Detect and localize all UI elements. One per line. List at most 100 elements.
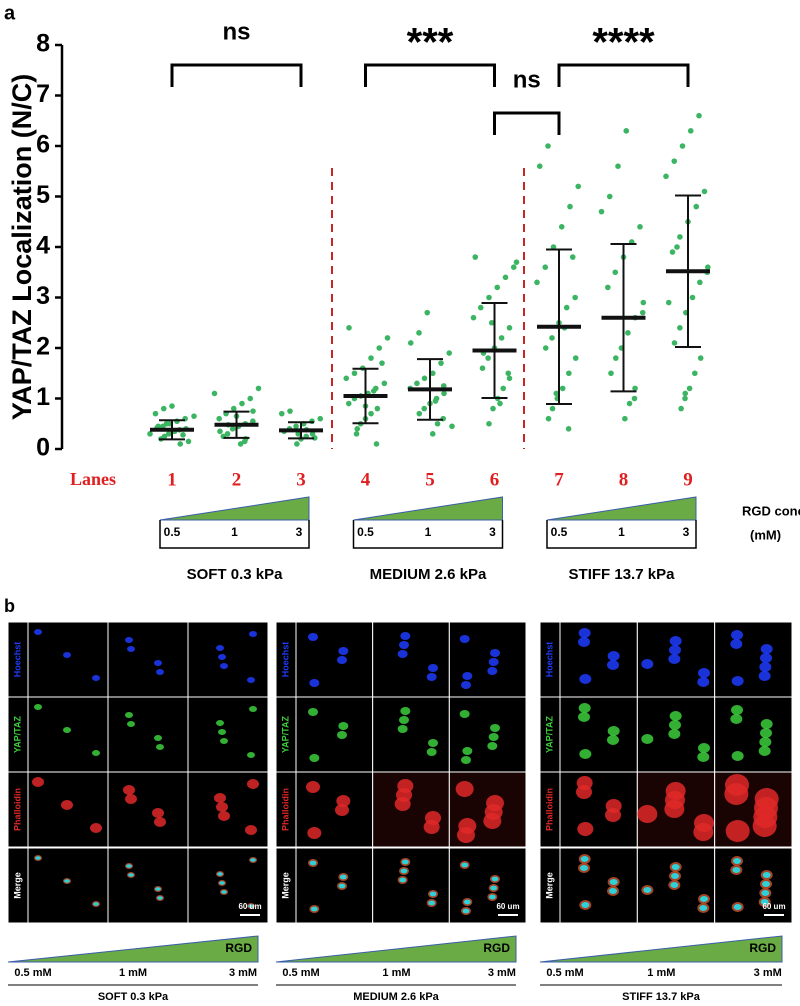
data-point [637,224,643,230]
cell [669,645,681,655]
nucleus [581,902,590,908]
data-point [472,254,479,260]
data-point [608,370,614,377]
cell [459,710,470,718]
cell [577,822,594,836]
data-point [295,431,302,437]
cell [760,728,772,738]
channel-label: Hoechst [12,642,22,678]
data-point [632,385,638,392]
cell [397,779,414,793]
cell [400,632,411,640]
cell [218,654,226,660]
data-point [317,415,324,422]
cell [397,725,408,733]
data-point [217,428,223,435]
data-point [373,441,380,447]
data-point [169,403,175,409]
cell [307,827,322,839]
rgd-wedge [159,496,310,521]
data-point [674,244,680,250]
cell [425,811,441,825]
micrograph [714,696,793,773]
concentration-label: 0.5 mM [282,967,319,979]
cell [336,795,351,807]
data-point [513,259,520,265]
group-label: STIFF 13.7 kPa [622,991,701,1003]
cell [760,719,773,729]
y-tick-label: 0 [36,434,50,462]
data-point [567,203,573,210]
cell [490,724,500,732]
cell [488,658,499,666]
micrograph [107,621,189,698]
cell [399,641,409,649]
cell [486,795,504,811]
micrograph [295,771,374,848]
data-point [191,413,197,419]
data-point [490,405,496,412]
cell [218,811,230,821]
data-point [569,254,576,260]
data-point [407,340,414,346]
cell [152,808,164,818]
y-tick-label: 3 [36,282,50,310]
data-point [440,383,447,389]
channel-label: YAP/TAZ [544,715,554,753]
micrograph [295,621,374,698]
concentration-label: 3 mM [754,967,782,979]
group-label: SOFT 0.3 kPa [98,991,169,1003]
micrograph [559,771,638,848]
cell [637,805,658,823]
cell [669,711,682,721]
nucleus [609,888,617,894]
channel-label: Merge [12,872,22,899]
nucleus [580,856,589,862]
cell [641,734,654,744]
cell [576,776,593,790]
cell [694,814,714,832]
data-point [677,325,683,331]
data-point [500,385,507,392]
cell [154,660,162,666]
cell [220,738,228,744]
data-point [598,208,605,215]
rgd-value: 0.5 [357,525,374,539]
cell [669,636,682,646]
concentration-label: 0.5 mM [546,967,583,979]
panel-label: b [4,596,15,616]
data-point [631,395,638,402]
significance-bracket [170,63,303,87]
gradient-label: RGD [225,941,252,955]
cell [247,677,255,683]
data-point [536,163,543,169]
significance-label: ns [513,66,541,93]
cell [338,722,349,730]
scale-bar-label: 60 um [238,902,261,911]
scale-bar-label: 60 um [496,902,519,911]
data-point [696,112,702,119]
data-point [678,405,684,412]
data-point [416,410,423,417]
data-point [147,431,153,437]
nucleus [671,873,679,879]
nucleus [488,894,496,900]
cell [697,752,710,762]
data-point [689,294,696,301]
cell [459,635,470,643]
rgd-value: 1 [618,525,625,539]
cell [668,654,681,664]
nucleus [219,881,225,885]
nucleus [309,860,317,866]
cell [578,628,591,638]
lane-label: 6 [490,469,500,490]
lane-label: 2 [232,469,242,490]
lane-label: 1 [167,469,177,490]
data-point [510,264,517,271]
data-point [345,400,352,407]
rgd-label: RGD conc. [742,503,800,518]
cell [578,712,590,722]
data-point [470,314,477,321]
significance-label: *** [407,21,454,65]
data-point [549,405,556,412]
